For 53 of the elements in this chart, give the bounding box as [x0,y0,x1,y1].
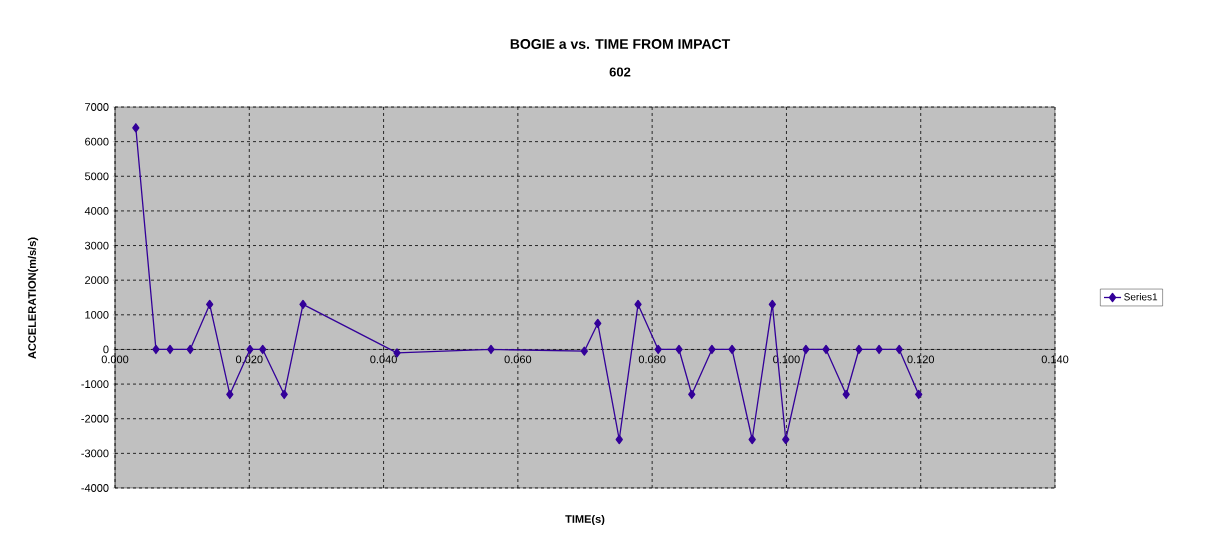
y-tick-label: 0 [103,345,109,354]
y-axis-title: ACCELERATION(m/s/s) [27,237,39,359]
point [152,344,160,355]
point [226,389,234,400]
point [782,434,790,445]
point [822,344,830,355]
y-tick-label: 5000 [84,172,109,181]
point [186,344,194,355]
x-tick-label: 0.040 [370,355,397,364]
x-tick-label: 0.140 [1041,355,1069,364]
point [675,344,683,355]
y-tick-label: 6000 [85,137,109,146]
point [206,299,214,310]
point [708,344,716,355]
point [132,123,140,133]
x-tick-label: 0.060 [504,355,532,364]
y-tick-label: 1000 [85,310,109,319]
x-tick-label: 0.120 [907,355,935,364]
y-tick-label: 7000 [85,103,109,111]
point [634,299,642,310]
point [875,344,883,355]
point [280,389,288,400]
point [246,344,254,355]
point [855,344,863,355]
point [802,344,810,355]
legend-label: Series1 [1124,293,1158,301]
point [768,299,776,310]
point [299,299,307,310]
point [728,344,736,355]
y-tick-label: -2000 [81,414,109,423]
y-tick-label: 3000 [84,241,109,250]
point [615,434,623,445]
point [895,344,903,355]
point [654,344,662,355]
chart-subtitle: 602 [609,67,631,77]
point [842,389,850,400]
point [594,318,602,329]
point [915,389,923,400]
x-tick-label: 0.080 [638,355,666,364]
y-tick-label: -4000 [81,484,109,492]
point [748,434,756,445]
y-tick-label: 2000 [85,276,109,285]
x-tick-label: 0.000 [101,355,129,364]
chart-title: BOGIE a vs. TIME FROM IMPACT [510,39,731,49]
point [487,344,495,355]
point [688,389,696,400]
point [259,344,267,355]
y-tick-label: -3000 [81,449,109,458]
point [166,344,174,355]
x-axis-title: TIME(s) [565,514,605,526]
y-tick-label: 4000 [84,207,109,215]
y-tick-label: -1000 [81,380,109,388]
point [580,346,588,356]
